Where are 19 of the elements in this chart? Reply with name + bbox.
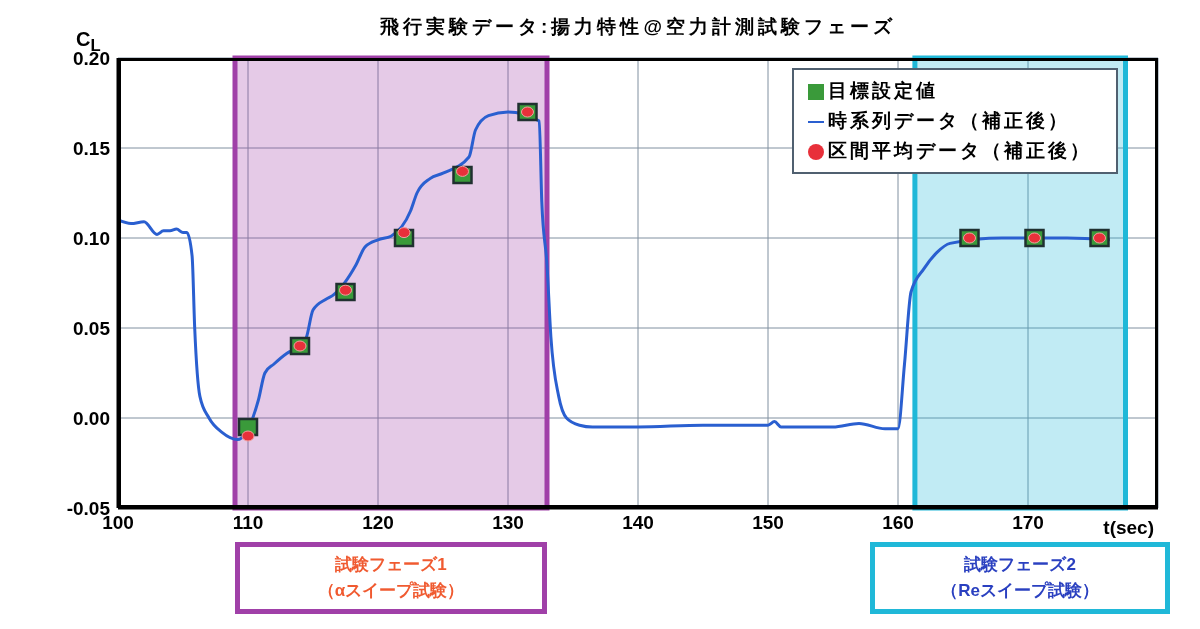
x-axis-title: t(sec) xyxy=(1103,517,1154,538)
legend-label: 時系列データ（補正後） xyxy=(828,110,1070,131)
legend-label: 目標設定値 xyxy=(828,80,938,101)
point xyxy=(241,430,255,442)
legend-label: 区間平均データ（補正後） xyxy=(828,140,1092,161)
x-tick-label: 120 xyxy=(362,512,394,534)
chart-title: 飛行実験データ:揚力特性@空力計測試験フェーズ xyxy=(379,15,897,39)
y-tick-label: 0.00 xyxy=(73,407,110,429)
x-tick-label: 160 xyxy=(882,512,914,534)
x-tick-label: 170 xyxy=(1012,512,1044,534)
x-tick-label: 130 xyxy=(492,512,524,534)
y-tick-label: 0.10 xyxy=(73,227,110,249)
y-tick-label: 0.05 xyxy=(73,317,111,339)
x-tick-label: 150 xyxy=(752,512,784,534)
x-tick-label: 110 xyxy=(232,512,264,534)
band-label: 試験フェーズ2 （Reスイープ試験） xyxy=(870,542,1171,614)
y-tick-label: 0.15 xyxy=(73,137,111,159)
band-label: 試験フェーズ1 （αスイープ試験） xyxy=(235,542,547,614)
x-tick-label: 140 xyxy=(622,512,654,534)
